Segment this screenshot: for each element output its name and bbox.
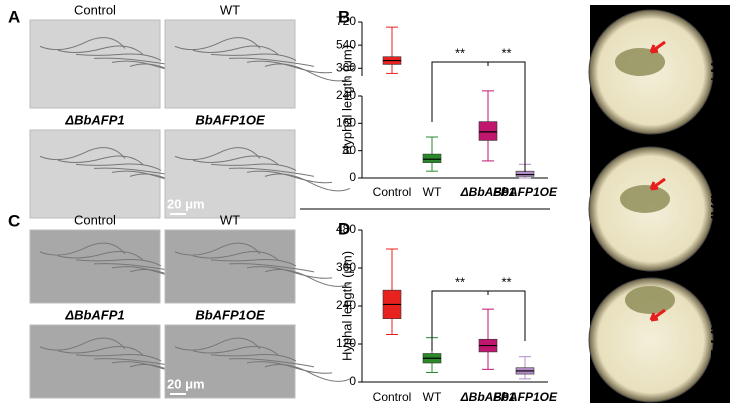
fungal-colony <box>625 286 675 314</box>
y-tick-label: 240 <box>336 88 356 102</box>
panel-label: B <box>338 7 350 26</box>
hypha <box>174 337 261 351</box>
micrograph <box>164 229 296 304</box>
hypha <box>264 63 351 82</box>
hypha <box>75 259 162 267</box>
hypha <box>174 37 261 51</box>
y-tick-label: 160 <box>336 116 356 130</box>
y-tick-label: 0 <box>349 374 356 388</box>
hypha <box>246 361 333 374</box>
significance: ** <box>501 274 511 289</box>
hypha <box>210 163 297 171</box>
hypha <box>228 358 315 368</box>
y-tick-label: 80 <box>343 143 357 157</box>
hypha <box>75 53 162 61</box>
significance: ** <box>455 274 465 289</box>
x-tick-label: Control <box>373 390 412 404</box>
hypha <box>210 354 297 362</box>
hypha <box>210 259 297 267</box>
y-tick-label: 240 <box>336 298 356 312</box>
box <box>478 121 498 141</box>
y-tick-label: 120 <box>336 336 356 350</box>
y-axis-label: Hyphal length (μm) <box>339 251 354 361</box>
bracket <box>431 61 526 172</box>
panel-label: E <box>706 11 717 30</box>
y-axis-label: Hyphal length (μm) <box>339 45 354 155</box>
hypha <box>246 170 333 184</box>
hypha <box>75 163 162 171</box>
plate-label: WT <box>707 60 724 83</box>
hypha <box>75 354 162 362</box>
micrograph-label: BbAFP1OE <box>195 112 265 127</box>
micrograph-label: WT <box>220 2 240 17</box>
plate-label: BbAFP1OE <box>707 300 724 381</box>
micrograph-label: ΔBbAFP1 <box>64 307 124 322</box>
hypha <box>228 263 315 273</box>
micrograph <box>29 229 161 304</box>
micrograph-label: BbAFP1OE <box>195 307 265 322</box>
x-tick-label: ΔBbAFP1 <box>460 390 516 404</box>
micrograph <box>164 324 296 399</box>
hypha <box>57 45 144 55</box>
arrow <box>649 308 666 322</box>
hypha <box>57 250 144 261</box>
arrow <box>649 177 666 191</box>
micrograph <box>29 324 161 399</box>
hypha <box>264 173 351 192</box>
y-tick-label: 720 <box>336 14 356 28</box>
y-tick-label: 0 <box>349 170 356 184</box>
hypha <box>57 155 144 165</box>
hypha <box>39 337 126 351</box>
hypha <box>192 155 279 165</box>
significance: ** <box>455 45 465 60</box>
hypha <box>39 37 126 51</box>
x-tick-label: BbAFP1OE <box>493 390 558 404</box>
hypha <box>264 268 351 287</box>
y-tick-label: 360 <box>336 260 356 274</box>
x-tick-label: BbAFP1OE <box>493 185 558 199</box>
hypha <box>39 242 126 256</box>
y-tick-label: 480 <box>336 222 356 236</box>
x-tick-label: Control <box>373 185 412 199</box>
x-tick-label: WT <box>423 185 442 199</box>
micrograph-label: Control <box>74 212 116 227</box>
fungal-colony <box>615 48 665 76</box>
plate-label: ΔBbAFP1 <box>707 174 724 243</box>
hypha <box>192 250 279 261</box>
scale-bar-label: 20 μm <box>167 196 205 211</box>
panel-label: C <box>8 211 20 230</box>
hypha <box>192 345 279 356</box>
hypha <box>264 363 351 382</box>
micrograph-label: ΔBbAFP1 <box>64 112 124 127</box>
hypha <box>174 242 261 256</box>
scale-bar-label: 20 μm <box>167 376 205 391</box>
fungal-colony <box>620 185 670 213</box>
hypha <box>192 45 279 55</box>
panel-label: D <box>338 219 350 238</box>
panel-label: A <box>8 7 20 26</box>
hypha <box>39 147 126 161</box>
arrow <box>649 40 666 54</box>
hypha <box>174 147 261 161</box>
micrograph-label: WT <box>220 212 240 227</box>
hypha <box>228 57 315 67</box>
y-tick-label: 360 <box>336 60 356 74</box>
hypha <box>228 167 315 177</box>
hypha <box>210 53 297 61</box>
plate <box>588 277 714 403</box>
hypha <box>57 345 144 356</box>
x-tick-label: ΔBbAFP1 <box>460 185 516 199</box>
significance: ** <box>501 45 511 60</box>
box <box>422 153 442 163</box>
bracket <box>431 290 526 351</box>
x-tick-label: WT <box>423 390 442 404</box>
micrograph-label: Control <box>74 2 116 17</box>
hypha <box>246 266 333 279</box>
y-tick-label: 540 <box>336 37 356 51</box>
hypha <box>246 60 333 74</box>
